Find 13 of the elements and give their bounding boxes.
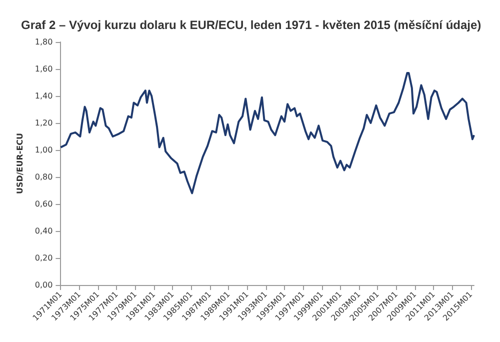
- y-tick-label: 1,80: [34, 38, 53, 46]
- line-series: [60, 72, 475, 194]
- y-axis-title: USD/EUR-ECU: [16, 132, 24, 194]
- y-tick-label: 0,40: [34, 226, 53, 236]
- y-tick-label: 1,60: [34, 64, 53, 74]
- y-tick-label: 0,80: [34, 172, 53, 182]
- y-tick-label: 0,00: [34, 280, 53, 290]
- y-tick-label: 1,20: [34, 118, 53, 128]
- y-tick-label: 0,60: [34, 200, 53, 208]
- y-tick-label: 0,20: [34, 254, 53, 262]
- y-tick-label: 1,40: [34, 92, 53, 100]
- y-tick-label: 1,00: [34, 146, 53, 154]
- chart-title: Graf 2 – Vývoj kurzu dolaru k EUR/ECU, leden 1971 - květen 2015 (měsíční údaje): [21, 18, 482, 32]
